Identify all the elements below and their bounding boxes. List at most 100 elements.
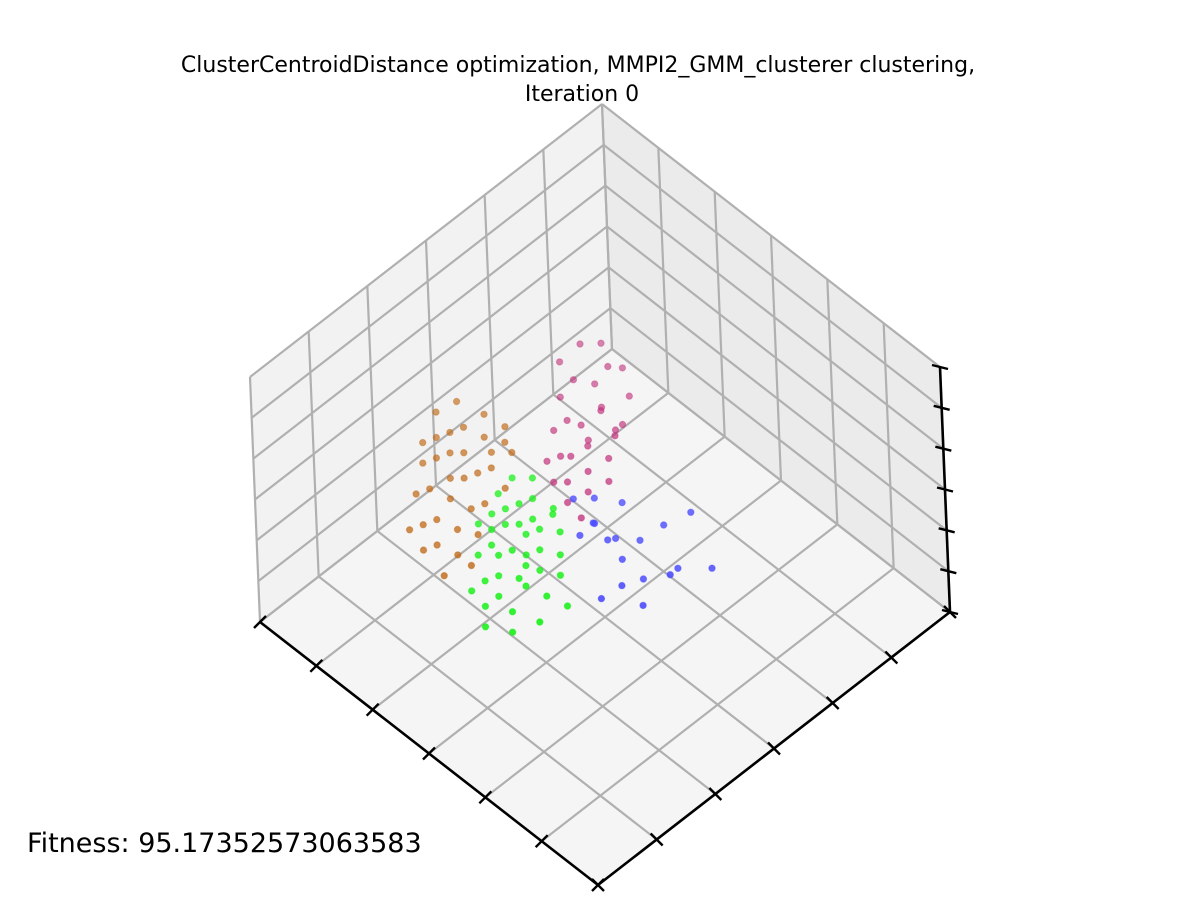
scatter-point-green xyxy=(522,530,530,538)
scatter-point-magenta xyxy=(550,478,558,486)
chart-title-line-1: ClusterCentroidDistance optimization, MM… xyxy=(181,53,975,78)
scatter-point-magenta xyxy=(584,488,592,496)
scatter-point-magenta xyxy=(577,421,585,429)
chart-title-line-2: Iteration 0 xyxy=(525,82,639,107)
scatter-point-orange xyxy=(426,485,434,493)
scatter-point-magenta xyxy=(604,362,612,371)
scatter-point-orange xyxy=(480,433,488,441)
scatter-point-blue xyxy=(708,564,716,572)
scatter-point-blue xyxy=(618,581,626,590)
scatter-point-orange xyxy=(405,526,414,534)
scatter-point-green xyxy=(508,628,517,636)
scatter-point-blue xyxy=(639,601,647,610)
scatter-point-orange xyxy=(433,541,441,549)
scatter-point-green xyxy=(515,500,523,508)
scatter-point-blue xyxy=(590,494,598,502)
scatter-point-blue xyxy=(674,564,682,572)
y-axis-tick xyxy=(649,832,664,847)
scatter-point-green xyxy=(529,515,537,523)
scatter-point-magenta xyxy=(563,416,571,425)
scatter-point-blue xyxy=(604,536,612,544)
scatter-point-green xyxy=(481,577,489,585)
floor-grid-line xyxy=(611,348,951,613)
y-axis-tick xyxy=(825,696,840,710)
scatter-point-orange xyxy=(467,505,475,513)
right-pane-grid-line xyxy=(600,103,614,350)
scatter-point-green xyxy=(522,582,530,590)
scatter-point-magenta xyxy=(577,514,585,522)
scatter-point-green xyxy=(508,608,517,616)
scatter-point-magenta xyxy=(576,340,584,348)
scatter-point-green xyxy=(508,474,516,482)
scatter-point-green xyxy=(535,525,544,533)
scatter-point-orange xyxy=(474,530,482,539)
scatter-point-orange xyxy=(454,551,462,559)
z-axis-tick xyxy=(938,527,955,534)
scatter-point-blue xyxy=(589,519,597,527)
x-axis-tick xyxy=(365,702,380,717)
scatter-point-magenta xyxy=(605,477,613,486)
scatter-point-orange xyxy=(460,449,468,457)
scatter-point-green xyxy=(556,551,564,559)
scatter-point-blue xyxy=(639,575,648,583)
scatter-point-green xyxy=(495,592,503,600)
scatter-point-orange xyxy=(412,490,420,498)
y-axis-tick xyxy=(767,741,781,756)
floor-grid-line xyxy=(552,393,893,659)
scatter-point-green xyxy=(488,510,496,518)
x-axis-tick xyxy=(422,746,436,761)
scatter-point-orange xyxy=(446,449,454,457)
scatter-point-orange xyxy=(501,423,509,431)
scatter-point-orange xyxy=(480,410,488,418)
scatter-point-orange xyxy=(419,521,427,529)
scatter-point-magenta xyxy=(618,364,627,372)
scatter-point-blue xyxy=(660,521,668,529)
right-pane-grid-line xyxy=(602,143,943,409)
scatter-point-magenta xyxy=(555,358,564,366)
scatter-point-green xyxy=(536,546,544,554)
scatter-point-orange xyxy=(459,423,468,431)
fitness-label: Fitness: 95.17352573063583 xyxy=(27,828,422,859)
z-axis-tick xyxy=(933,404,950,411)
scatter-point-magenta xyxy=(543,457,551,465)
scatter-point-magenta xyxy=(597,406,605,415)
scatter-point-blue xyxy=(611,534,620,543)
scatter-point-orange xyxy=(487,448,496,456)
scatter-point-green xyxy=(515,574,523,583)
scatter-point-orange xyxy=(419,438,427,447)
scatter-point-magenta xyxy=(605,454,613,463)
z-axis-tick xyxy=(936,486,954,493)
scatter-point-green xyxy=(536,566,544,574)
scatter-points xyxy=(405,339,716,636)
scatter-point-orange xyxy=(433,515,441,524)
axis-lines xyxy=(253,363,959,892)
scatter-point-orange xyxy=(419,459,427,467)
scatter-point-green xyxy=(556,528,564,536)
scatter-point-green xyxy=(481,602,490,610)
scatter-point-orange xyxy=(508,448,516,457)
scatter-point-orange xyxy=(432,408,440,416)
scatter-point-orange xyxy=(440,572,448,580)
y-axis-tick xyxy=(884,650,899,665)
scatter-point-green xyxy=(543,592,551,600)
scatter-point-magenta xyxy=(597,339,605,347)
scatter-point-magenta xyxy=(556,393,564,401)
z-axis-tick xyxy=(935,445,952,452)
scatter-point-orange xyxy=(453,525,462,534)
z-axis-tick xyxy=(940,568,957,575)
scatter-point-magenta xyxy=(563,498,572,507)
scatter-point-green xyxy=(556,571,565,579)
scatter-point-orange xyxy=(446,474,454,482)
scatter-point-magenta xyxy=(618,420,627,429)
scatter-point-green xyxy=(488,525,496,534)
scatter-point-magenta xyxy=(563,478,572,486)
scatter-point-green xyxy=(549,510,557,518)
scatter-point-orange xyxy=(419,546,428,554)
scatter-point-green xyxy=(563,602,572,610)
scatter-point-blue xyxy=(569,495,577,503)
scatter-point-orange xyxy=(432,454,441,462)
x-axis-tick xyxy=(253,615,267,629)
scatter-point-orange xyxy=(446,495,455,503)
scatter-point-magenta xyxy=(591,380,599,388)
